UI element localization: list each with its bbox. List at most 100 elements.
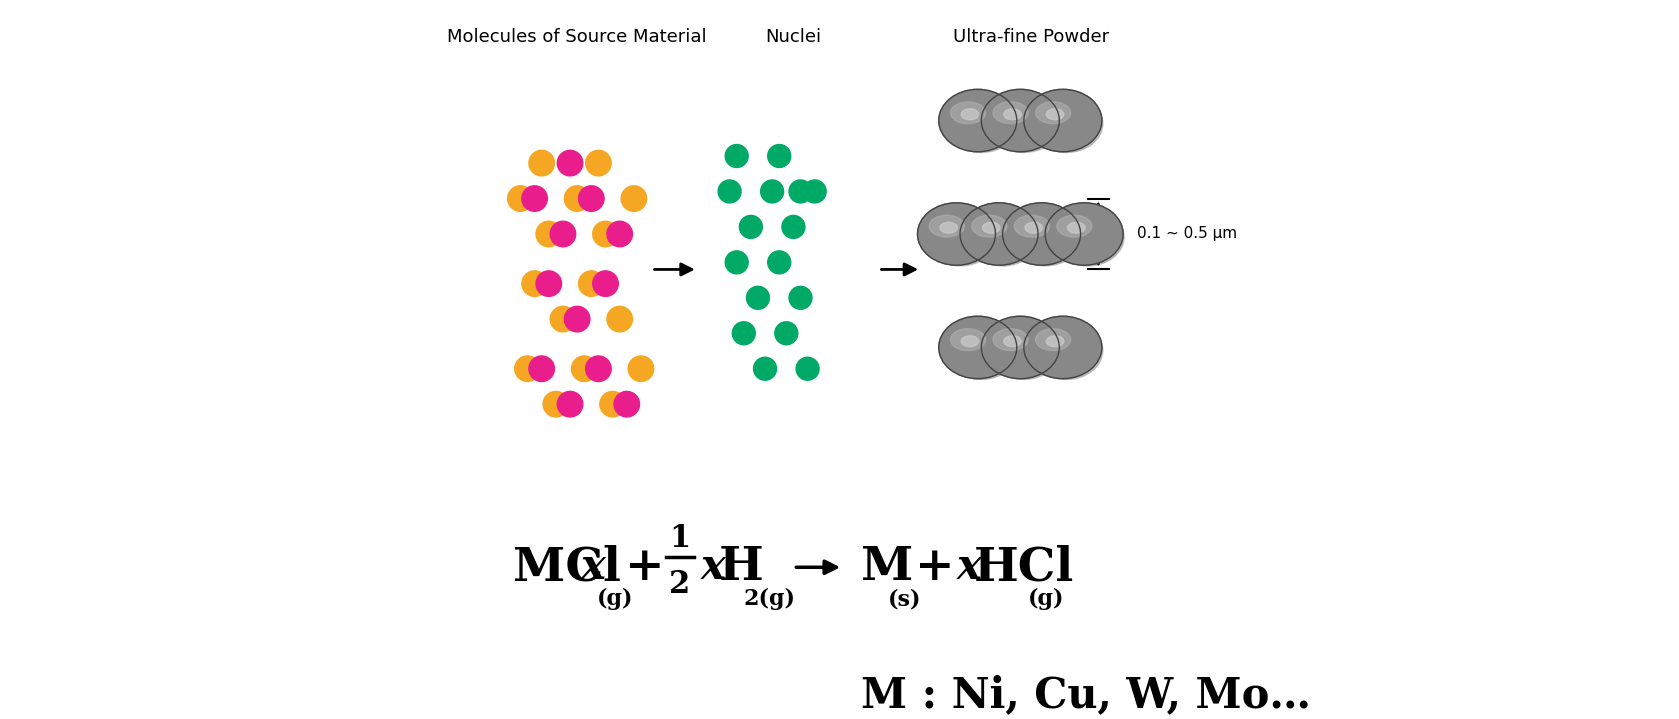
Ellipse shape [917,203,996,265]
Circle shape [782,216,804,239]
Text: M: M [861,544,913,590]
Circle shape [515,356,541,382]
Ellipse shape [939,316,1017,379]
Ellipse shape [960,109,979,120]
Circle shape [739,216,762,239]
Ellipse shape [1014,215,1049,237]
Ellipse shape [940,222,957,233]
Text: MCl: MCl [514,544,621,590]
Circle shape [507,186,534,211]
Ellipse shape [1046,109,1064,120]
Circle shape [628,356,653,382]
Ellipse shape [992,102,1028,124]
Circle shape [621,186,646,211]
Ellipse shape [1036,102,1071,124]
Text: +: + [625,544,665,590]
Ellipse shape [981,316,1059,379]
Circle shape [593,221,618,247]
Ellipse shape [939,89,1017,152]
Circle shape [803,180,826,203]
Text: 2: 2 [670,569,690,600]
Ellipse shape [1068,222,1085,233]
Ellipse shape [960,336,979,347]
Text: Nuclei: Nuclei [766,28,821,46]
Circle shape [586,356,611,382]
Ellipse shape [950,329,986,351]
Circle shape [732,322,756,344]
Circle shape [557,391,583,417]
Circle shape [557,150,583,176]
Text: x: x [581,546,606,588]
Text: (g): (g) [598,588,633,610]
Ellipse shape [1031,95,1103,152]
Text: Molecules of Source Material: Molecules of Source Material [447,28,707,46]
Text: x: x [957,546,981,588]
Circle shape [789,286,813,309]
Ellipse shape [1004,336,1021,347]
Ellipse shape [1024,316,1101,379]
Ellipse shape [1036,329,1071,351]
Ellipse shape [1031,321,1103,380]
Circle shape [774,322,798,344]
Text: Ultra-fine Powder: Ultra-fine Powder [954,28,1110,46]
Circle shape [747,286,769,309]
Text: +: + [915,544,955,590]
Circle shape [767,251,791,274]
Text: HCl: HCl [974,544,1075,590]
Circle shape [551,306,576,332]
Text: (s): (s) [888,588,922,610]
Ellipse shape [981,89,1059,152]
Circle shape [571,356,598,382]
Circle shape [615,391,640,417]
Circle shape [725,251,749,274]
Ellipse shape [950,102,986,124]
Circle shape [536,221,561,247]
Ellipse shape [945,95,1017,152]
Circle shape [789,180,813,203]
Ellipse shape [992,329,1028,351]
Circle shape [606,221,633,247]
Circle shape [767,145,791,168]
Ellipse shape [989,95,1059,152]
Text: x: x [702,546,725,588]
Circle shape [564,186,589,211]
Ellipse shape [1024,222,1043,233]
Ellipse shape [960,203,1038,265]
Circle shape [542,391,569,417]
Circle shape [529,356,554,382]
Ellipse shape [1004,109,1021,120]
Ellipse shape [1053,209,1125,266]
Circle shape [586,150,611,176]
Ellipse shape [1046,336,1064,347]
Ellipse shape [989,321,1059,380]
Circle shape [551,221,576,247]
Ellipse shape [1044,203,1123,265]
Circle shape [522,186,547,211]
Text: 1: 1 [670,523,690,554]
Text: 2(g): 2(g) [744,588,796,610]
Circle shape [606,306,633,332]
Ellipse shape [925,209,996,266]
Circle shape [593,271,618,296]
Ellipse shape [972,215,1007,237]
Circle shape [529,150,554,176]
Circle shape [725,145,749,168]
Circle shape [796,357,819,380]
Text: (g): (g) [1028,588,1064,610]
Ellipse shape [928,215,964,237]
Text: H: H [719,544,764,590]
Ellipse shape [1009,209,1081,266]
Circle shape [719,180,740,203]
Ellipse shape [982,222,1001,233]
Ellipse shape [1056,215,1091,237]
Text: 0.1 ~ 0.5 μm: 0.1 ~ 0.5 μm [1137,226,1237,242]
Ellipse shape [1002,203,1081,265]
Circle shape [579,271,604,296]
Circle shape [579,186,604,211]
Circle shape [564,306,589,332]
Circle shape [522,271,547,296]
Ellipse shape [967,209,1039,266]
Circle shape [599,391,625,417]
Circle shape [761,180,784,203]
Ellipse shape [1024,89,1101,152]
